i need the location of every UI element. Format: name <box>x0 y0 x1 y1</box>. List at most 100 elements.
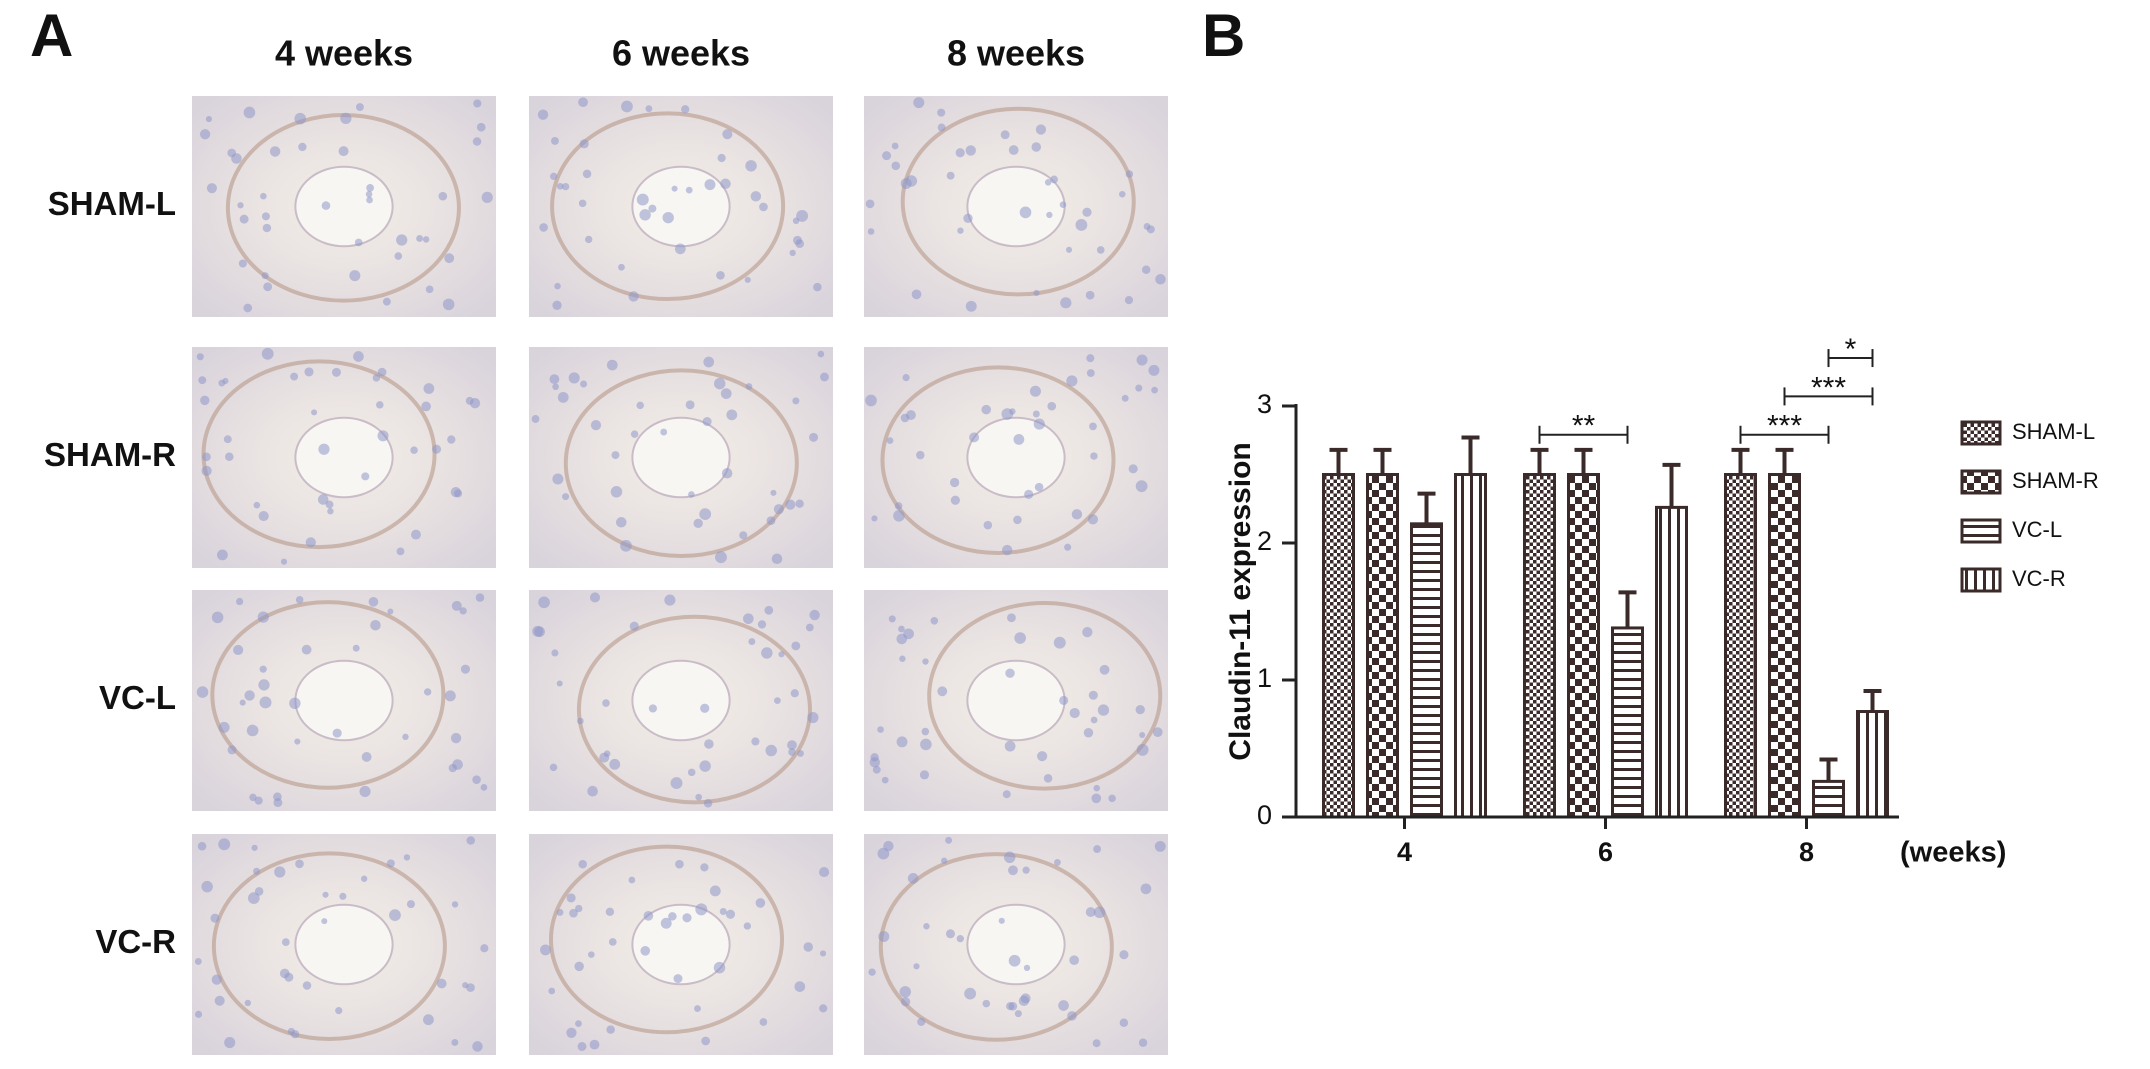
nucleus <box>1096 246 1105 254</box>
nucleus <box>410 529 421 540</box>
nucleus <box>302 981 312 990</box>
nucleus <box>599 752 610 763</box>
nucleus <box>387 608 394 615</box>
nucleus <box>480 784 488 791</box>
nucleus <box>726 409 738 421</box>
nucleus <box>214 995 225 1006</box>
nucleus <box>621 100 633 113</box>
micrograph <box>529 347 833 568</box>
error-bar <box>1574 447 1593 475</box>
nucleus <box>335 1007 343 1015</box>
nucleus <box>218 721 230 733</box>
nucleus <box>295 859 304 869</box>
x-tick-label: 8 <box>1799 837 1814 867</box>
nucleus <box>549 763 558 772</box>
nucleus <box>196 686 209 698</box>
nucleus <box>1059 201 1067 208</box>
nucleus <box>317 494 329 505</box>
nucleus <box>983 520 993 530</box>
nucleus <box>1097 704 1110 716</box>
nucleus <box>1135 704 1145 715</box>
nucleus <box>353 351 364 362</box>
nucleus <box>1136 743 1149 756</box>
nucleus <box>423 1014 434 1026</box>
nucleus <box>251 844 258 851</box>
nucleus <box>451 901 459 908</box>
nucleus <box>200 129 211 140</box>
tubule <box>563 368 799 559</box>
nucleus <box>552 300 562 310</box>
nucleus <box>1108 794 1116 803</box>
nucleus <box>1093 906 1106 919</box>
nucleus <box>197 841 207 851</box>
bar <box>1523 473 1556 819</box>
nucleus <box>709 885 721 897</box>
nucleus <box>289 697 301 710</box>
micrograph <box>529 590 833 811</box>
nucleus <box>355 103 364 112</box>
nucleus <box>920 738 932 751</box>
nucleus <box>1086 354 1095 363</box>
significance-bracket <box>1739 425 1830 444</box>
nucleus <box>480 944 489 953</box>
error-bar <box>1662 462 1681 508</box>
significance-bracket <box>1827 349 1874 368</box>
nucleus <box>1075 219 1088 231</box>
nucleus <box>394 252 403 260</box>
nucleus <box>386 859 395 868</box>
nucleus <box>704 739 714 749</box>
nucleus <box>225 452 234 462</box>
nucleus <box>218 838 231 851</box>
nucleus <box>540 944 551 956</box>
nucleus <box>195 1010 203 1018</box>
nucleus <box>699 508 712 521</box>
nucleus <box>1033 418 1045 430</box>
nucleus <box>460 664 471 674</box>
tubule <box>576 614 812 805</box>
x-tick-label: 4 <box>1397 837 1412 867</box>
nucleus <box>227 745 237 755</box>
nucleus <box>919 770 930 780</box>
nucleus <box>587 785 598 797</box>
micrograph <box>864 96 1168 317</box>
nucleus <box>694 1005 701 1012</box>
nucleus <box>1007 613 1016 623</box>
nucleus <box>720 178 731 190</box>
nucleus <box>402 733 409 741</box>
nucleus <box>473 99 482 108</box>
nucleus <box>550 172 558 181</box>
nucleus <box>673 974 683 984</box>
nucleus <box>982 999 991 1008</box>
nucleus <box>1004 740 1016 752</box>
bar <box>1454 473 1487 819</box>
nucleus <box>1135 384 1143 392</box>
nucleus <box>1064 543 1072 551</box>
nucleus <box>660 917 672 929</box>
nucleus <box>258 510 269 522</box>
nucleus <box>416 235 424 242</box>
nucleus <box>759 202 768 212</box>
nucleus <box>1008 865 1018 876</box>
nucleus <box>1013 434 1025 445</box>
nucleus <box>1023 964 1031 972</box>
nucleus <box>788 748 796 756</box>
nucleus <box>1082 207 1092 217</box>
nucleus <box>421 401 431 412</box>
nucleus <box>937 123 946 132</box>
nucleus <box>785 499 796 510</box>
legend-swatch <box>1960 567 2002 593</box>
nucleus <box>963 213 973 223</box>
nucleus <box>916 450 925 460</box>
column-label: 4 weeks <box>275 33 413 74</box>
nucleus <box>945 836 953 844</box>
nucleus <box>444 690 456 702</box>
nucleus <box>436 978 447 989</box>
nucleus <box>294 738 301 745</box>
nucleus <box>819 950 827 957</box>
nucleus <box>1029 385 1041 397</box>
nucleus <box>765 744 777 757</box>
nucleus <box>903 628 914 640</box>
nucleus <box>645 105 653 113</box>
nucleus <box>366 196 373 204</box>
nucleus <box>965 300 977 312</box>
